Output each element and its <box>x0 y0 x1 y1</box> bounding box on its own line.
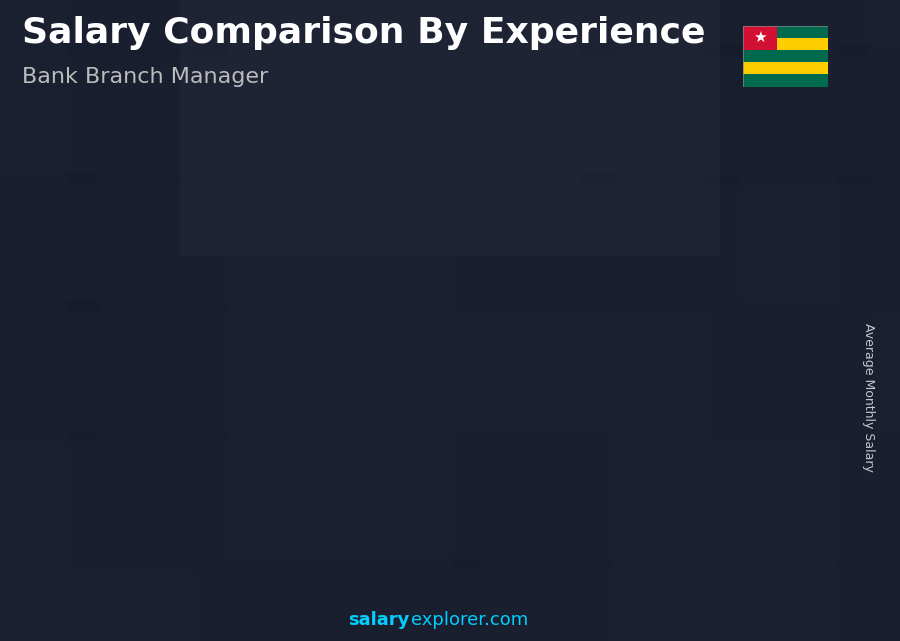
Bar <box>97 456 162 583</box>
Bar <box>0 45 99 186</box>
Bar <box>580 173 742 314</box>
Bar <box>194 558 356 641</box>
Polygon shape <box>707 203 785 222</box>
Bar <box>66 301 228 442</box>
Bar <box>346 332 411 583</box>
Bar <box>742 38 828 50</box>
Bar <box>66 173 228 314</box>
Bar <box>0 0 99 58</box>
Bar <box>742 62 828 74</box>
Bar <box>0 429 99 570</box>
Bar <box>194 301 356 442</box>
Text: salary: salary <box>348 612 410 629</box>
Bar <box>323 558 485 641</box>
Bar <box>180 0 720 256</box>
Text: 681,000 XOF: 681,000 XOF <box>220 449 334 463</box>
Text: 1,230,000 XOF: 1,230,000 XOF <box>466 312 598 327</box>
Polygon shape <box>583 230 596 583</box>
Bar <box>708 173 870 314</box>
Bar <box>837 173 900 314</box>
Bar <box>451 173 613 314</box>
Text: 1,010,000 XOF: 1,010,000 XOF <box>341 367 473 381</box>
Bar <box>221 413 286 583</box>
Text: +8%: +8% <box>657 165 724 192</box>
Bar <box>451 45 613 186</box>
Text: Salary Comparison By Experience: Salary Comparison By Experience <box>22 16 706 50</box>
Bar <box>742 26 777 50</box>
Text: 1,450,000 XOF: 1,450,000 XOF <box>759 248 891 263</box>
Polygon shape <box>85 437 162 456</box>
Bar <box>720 222 785 583</box>
Bar <box>580 558 742 641</box>
Bar <box>0 173 99 314</box>
Bar <box>708 558 870 641</box>
Bar <box>66 558 228 641</box>
Bar <box>580 0 742 58</box>
Bar <box>837 429 900 570</box>
Bar <box>837 558 900 641</box>
Polygon shape <box>334 312 411 332</box>
Bar <box>66 45 228 186</box>
Bar <box>708 45 870 186</box>
Bar <box>742 50 828 62</box>
Bar <box>323 301 485 442</box>
Bar <box>66 429 228 570</box>
Text: +48%: +48% <box>274 228 359 253</box>
Text: explorer.com: explorer.com <box>411 612 528 629</box>
Bar <box>837 0 900 58</box>
Bar <box>708 301 870 442</box>
Text: Average Monthly Salary: Average Monthly Salary <box>862 323 875 472</box>
Text: +22%: +22% <box>399 194 483 221</box>
Bar <box>66 0 228 58</box>
Text: +34%: +34% <box>149 331 234 357</box>
Text: +9%: +9% <box>532 180 599 206</box>
Bar <box>0 301 99 442</box>
Bar <box>708 429 870 570</box>
Bar <box>323 45 485 186</box>
Bar <box>708 0 870 58</box>
Polygon shape <box>209 394 221 583</box>
Text: ★: ★ <box>752 30 767 46</box>
Polygon shape <box>583 230 661 249</box>
Bar <box>194 0 356 58</box>
Text: Bank Branch Manager: Bank Branch Manager <box>22 67 269 87</box>
Bar <box>323 173 485 314</box>
Bar <box>194 45 356 186</box>
Bar <box>580 45 742 186</box>
Polygon shape <box>334 312 346 583</box>
Bar <box>323 429 485 570</box>
Bar <box>837 45 900 186</box>
Polygon shape <box>458 257 471 583</box>
Bar <box>451 558 613 641</box>
Bar <box>194 429 356 570</box>
Bar <box>596 249 661 583</box>
Bar <box>580 301 742 442</box>
Bar <box>580 429 742 570</box>
Bar <box>323 0 485 58</box>
Bar <box>451 0 613 58</box>
Polygon shape <box>707 203 720 583</box>
Bar <box>471 277 536 583</box>
Polygon shape <box>458 257 536 277</box>
Bar <box>451 429 613 570</box>
Bar <box>742 26 828 38</box>
Bar <box>0 558 99 641</box>
Text: 1,340,000 XOF: 1,340,000 XOF <box>590 285 723 299</box>
Polygon shape <box>209 394 286 413</box>
Bar <box>837 301 900 442</box>
Bar <box>742 74 828 87</box>
Polygon shape <box>85 437 97 583</box>
Bar <box>451 301 613 442</box>
Bar <box>194 173 356 314</box>
Text: 510,000 XOF: 510,000 XOF <box>94 491 210 506</box>
